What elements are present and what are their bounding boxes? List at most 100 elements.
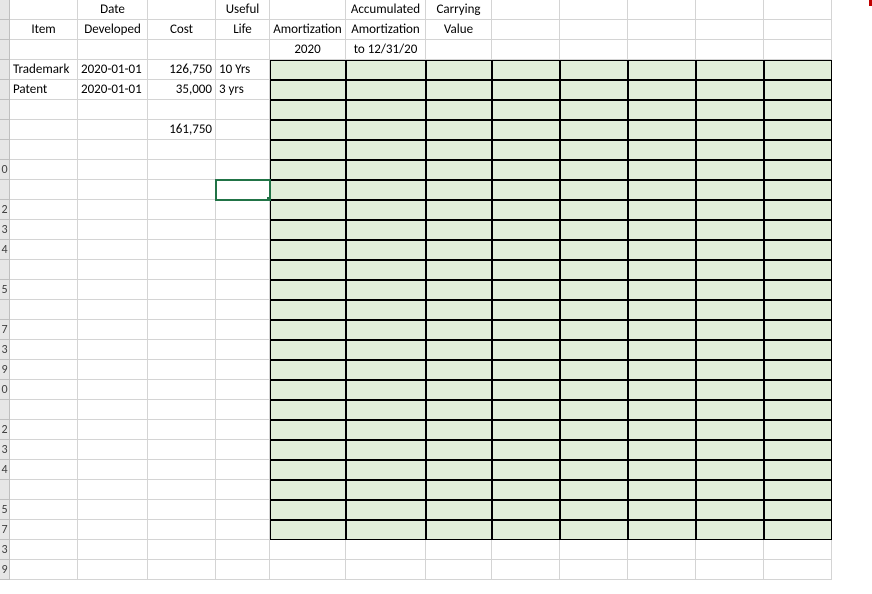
- answer-cell[interactable]: [560, 460, 628, 480]
- answer-cell[interactable]: [270, 100, 346, 120]
- cell[interactable]: [148, 180, 216, 200]
- cell[interactable]: [78, 560, 148, 580]
- cell[interactable]: [216, 380, 270, 400]
- answer-cell[interactable]: [696, 200, 764, 220]
- answer-cell[interactable]: [628, 280, 696, 300]
- answer-cell[interactable]: [560, 400, 628, 420]
- cell[interactable]: [270, 540, 346, 560]
- cell[interactable]: [560, 20, 628, 40]
- answer-cell[interactable]: [492, 60, 560, 80]
- answer-cell[interactable]: [628, 200, 696, 220]
- answer-cell[interactable]: [560, 340, 628, 360]
- answer-cell[interactable]: [346, 520, 426, 540]
- answer-cell[interactable]: [492, 520, 560, 540]
- cell[interactable]: [560, 560, 628, 580]
- answer-cell[interactable]: [270, 400, 346, 420]
- answer-cell[interactable]: [764, 140, 832, 160]
- answer-cell[interactable]: [696, 60, 764, 80]
- cell[interactable]: [148, 260, 216, 280]
- life-cell[interactable]: 3 yrs: [216, 80, 270, 100]
- answer-cell[interactable]: [628, 460, 696, 480]
- cell[interactable]: [78, 460, 148, 480]
- cell[interactable]: [764, 20, 832, 40]
- cell[interactable]: [216, 500, 270, 520]
- cell[interactable]: [148, 0, 216, 20]
- answer-cell[interactable]: [426, 460, 492, 480]
- cell[interactable]: [560, 0, 628, 20]
- answer-cell[interactable]: [696, 500, 764, 520]
- answer-cell[interactable]: [492, 180, 560, 200]
- answer-cell[interactable]: [270, 420, 346, 440]
- answer-cell[interactable]: [346, 240, 426, 260]
- cell[interactable]: [78, 320, 148, 340]
- cell[interactable]: [216, 260, 270, 280]
- answer-cell[interactable]: [426, 260, 492, 280]
- answer-cell[interactable]: [628, 520, 696, 540]
- answer-cell[interactable]: [426, 100, 492, 120]
- cell[interactable]: [78, 400, 148, 420]
- answer-cell[interactable]: [492, 220, 560, 240]
- cell[interactable]: [78, 440, 148, 460]
- item-cell[interactable]: Patent: [10, 80, 78, 100]
- answer-cell[interactable]: [628, 60, 696, 80]
- answer-cell[interactable]: [492, 100, 560, 120]
- answer-cell[interactable]: [696, 360, 764, 380]
- cell[interactable]: [78, 420, 148, 440]
- answer-cell[interactable]: [346, 300, 426, 320]
- cell[interactable]: [10, 200, 78, 220]
- cell[interactable]: [78, 240, 148, 260]
- answer-cell[interactable]: [696, 180, 764, 200]
- answer-cell[interactable]: [560, 320, 628, 340]
- answer-cell[interactable]: [270, 340, 346, 360]
- answer-cell[interactable]: [764, 420, 832, 440]
- answer-cell[interactable]: [492, 360, 560, 380]
- cell[interactable]: [216, 280, 270, 300]
- cell[interactable]: [216, 200, 270, 220]
- header-date[interactable]: Date: [78, 0, 148, 20]
- answer-cell[interactable]: [426, 400, 492, 420]
- answer-cell[interactable]: [346, 400, 426, 420]
- answer-cell[interactable]: [492, 500, 560, 520]
- date-cell[interactable]: 2020-01-01: [78, 60, 148, 80]
- answer-cell[interactable]: [426, 180, 492, 200]
- cell[interactable]: [216, 240, 270, 260]
- answer-cell[interactable]: [492, 280, 560, 300]
- answer-cell[interactable]: [426, 60, 492, 80]
- cell[interactable]: [628, 40, 696, 60]
- header-developed[interactable]: Developed: [78, 20, 148, 40]
- answer-cell[interactable]: [764, 320, 832, 340]
- cell[interactable]: [148, 500, 216, 520]
- cell[interactable]: [10, 260, 78, 280]
- cell[interactable]: [78, 380, 148, 400]
- spreadsheet-grid[interactable]: DateUsefulAccumulatedCarryingItemDevelop…: [0, 0, 832, 580]
- cell[interactable]: [78, 360, 148, 380]
- cell[interactable]: [216, 360, 270, 380]
- cell[interactable]: [78, 160, 148, 180]
- cell[interactable]: [696, 560, 764, 580]
- answer-cell[interactable]: [346, 460, 426, 480]
- answer-cell[interactable]: [426, 500, 492, 520]
- answer-cell[interactable]: [628, 180, 696, 200]
- answer-cell[interactable]: [764, 440, 832, 460]
- answer-cell[interactable]: [560, 60, 628, 80]
- answer-cell[interactable]: [628, 440, 696, 460]
- answer-cell[interactable]: [346, 420, 426, 440]
- answer-cell[interactable]: [560, 100, 628, 120]
- cell[interactable]: [216, 160, 270, 180]
- answer-cell[interactable]: [492, 140, 560, 160]
- cell[interactable]: [216, 340, 270, 360]
- answer-cell[interactable]: [270, 240, 346, 260]
- answer-cell[interactable]: [492, 120, 560, 140]
- answer-cell[interactable]: [628, 120, 696, 140]
- answer-cell[interactable]: [346, 200, 426, 220]
- answer-cell[interactable]: [492, 380, 560, 400]
- answer-cell[interactable]: [764, 340, 832, 360]
- answer-cell[interactable]: [560, 420, 628, 440]
- header-accum[interactable]: Accumulated: [346, 0, 426, 20]
- answer-cell[interactable]: [696, 520, 764, 540]
- cell[interactable]: [560, 40, 628, 60]
- header-amort2[interactable]: Amortization: [346, 20, 426, 40]
- cell[interactable]: [216, 300, 270, 320]
- cell[interactable]: [148, 140, 216, 160]
- answer-cell[interactable]: [628, 360, 696, 380]
